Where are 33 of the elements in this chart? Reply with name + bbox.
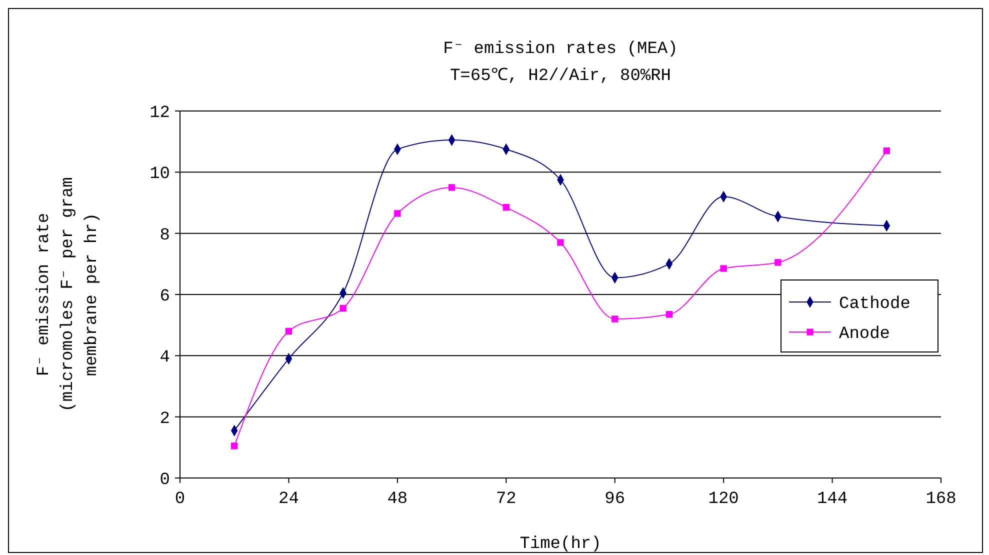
y-tick-label: 0	[160, 470, 170, 490]
x-tick-label: 48	[387, 490, 408, 509]
legend-label: Cathode	[839, 294, 910, 314]
point	[883, 147, 890, 154]
point	[394, 210, 401, 217]
y-tick-label: 12	[150, 104, 170, 123]
chart-title: F⁻ emission rates (MEA)	[443, 40, 678, 59]
legend-label: Anode	[839, 324, 890, 344]
point	[666, 311, 673, 318]
x-tick-label: 72	[496, 490, 516, 509]
point	[231, 442, 238, 450]
y-axis-title: F⁻ emission rate (micromoles F⁻ per gram membrane per hr)	[35, 177, 102, 412]
y-tick-label: 10	[150, 165, 170, 184]
point	[285, 328, 292, 335]
y-tick-label: 8	[160, 226, 170, 246]
point	[720, 265, 727, 272]
y-tick-label: 4	[160, 348, 170, 368]
x-tick-label: 144	[816, 490, 848, 509]
x-axis-title: Time(hr)	[520, 535, 602, 554]
x-tick-label: 24	[278, 490, 299, 509]
y-tick-label: 6	[160, 287, 170, 306]
point	[340, 304, 346, 312]
chart-subtitle: T=65℃, H2//Air, 80%RH	[450, 67, 672, 86]
x-tick-label: 0	[174, 490, 186, 509]
y-tick-label: 2	[160, 410, 170, 429]
point	[557, 239, 564, 246]
x-tick-label: 120	[708, 490, 739, 509]
point	[502, 204, 510, 211]
x-tick-label: 96	[604, 490, 626, 509]
point	[774, 259, 782, 266]
point	[612, 316, 618, 322]
x-tick-label: 168	[926, 490, 956, 509]
point	[448, 184, 456, 191]
